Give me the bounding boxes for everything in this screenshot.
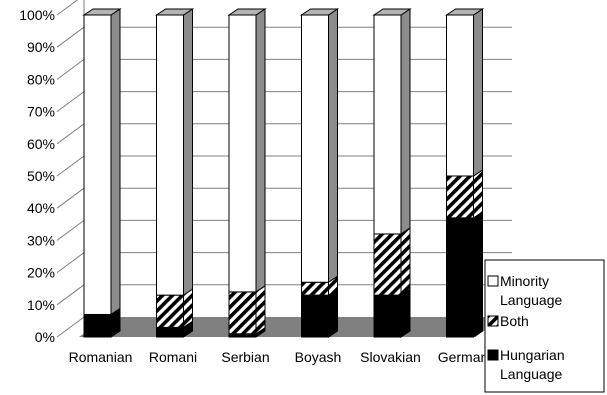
bar-segment-hungarian-language	[83, 313, 112, 338]
bar-side-both	[400, 227, 411, 297]
bar-segment-both	[446, 175, 474, 219]
bar-side-minority-language	[255, 8, 266, 293]
y-tick-label: 0%	[35, 329, 55, 345]
gridlines	[84, 26, 512, 286]
bar-romanian	[82, 8, 122, 338]
bar-side-hungarian-language	[473, 210, 483, 338]
legend-label: Language	[500, 366, 563, 382]
tick-mark	[56, 252, 85, 274]
bar-slovakian	[372, 8, 412, 338]
bar-segment-minority-language	[83, 14, 112, 315]
y-tick-label: 10%	[27, 297, 55, 313]
bar-segment-minority-language	[228, 14, 257, 293]
bar-segment-minority-language	[446, 14, 474, 177]
bar-segment-hungarian-language	[373, 294, 402, 338]
bar-side-minority-language	[400, 8, 411, 235]
bar-top	[372, 8, 412, 16]
bar-segment-minority-language	[301, 14, 329, 283]
bar-german	[444, 8, 485, 338]
legend-swatch	[487, 349, 499, 361]
bar-segment-hungarian-language	[301, 294, 329, 338]
bar-side-both	[255, 284, 266, 335]
bar-segment-both	[373, 233, 402, 296]
bar-side-hungarian-language	[400, 288, 411, 338]
chart-floor	[79, 317, 503, 337]
category-labels: Romanian Romani Serbian Boyash Slovakian Germ…	[69, 349, 489, 365]
tick-mark	[56, 187, 85, 209]
bars	[82, 8, 485, 338]
legend-label: Language	[500, 292, 563, 308]
category-label: Serbian	[221, 349, 269, 365]
legend-label: Minority	[500, 273, 549, 289]
bar-side-both	[183, 288, 193, 329]
tick-mark	[56, 219, 85, 241]
bar-segment-both	[156, 294, 184, 328]
bar-segment-minority-language	[373, 14, 402, 235]
y-tick-label: 60%	[27, 136, 55, 152]
tick-mark	[56, 123, 85, 145]
category-label: German	[438, 349, 489, 365]
legend-label: Both	[500, 313, 529, 329]
bar-top	[227, 8, 267, 16]
y-tick-label: 30%	[27, 232, 55, 248]
legend-swatch	[487, 275, 499, 287]
legend-box	[484, 259, 605, 393]
tick-mark	[56, 26, 85, 48]
bar-side-minority-language	[328, 8, 338, 284]
category-label: Romanian	[69, 349, 133, 365]
category-label: Slovakian	[360, 349, 421, 365]
tick-mark	[56, 58, 85, 80]
legend-label: Hungarian	[500, 347, 565, 363]
legend-swatch	[487, 315, 499, 327]
bar-side-hungarian-language	[328, 288, 338, 338]
bar-segment-hungarian-language	[156, 326, 184, 338]
bar-segment-both	[228, 291, 257, 335]
bar-romani	[154, 8, 195, 338]
bar-serbian	[227, 8, 267, 338]
y-tick-label: 50%	[27, 168, 55, 184]
floor-plane	[79, 317, 503, 337]
y-tick-label: 100%	[19, 7, 55, 23]
bar-segment-hungarian-language	[446, 217, 474, 338]
y-tick-label: 20%	[27, 265, 55, 281]
bar-top	[82, 8, 122, 16]
bar-top	[444, 8, 485, 16]
tick-mark	[56, 284, 85, 306]
bar-top	[299, 8, 340, 16]
bar-segment-minority-language	[156, 14, 184, 296]
bar-side-minority-language	[183, 8, 193, 297]
legend: Minority Language Both Hungarian Language	[484, 259, 605, 393]
bar-side-minority-language	[473, 8, 483, 177]
bar-top	[154, 8, 195, 16]
y-tick-label: 40%	[27, 200, 55, 216]
y-tick-label: 80%	[27, 71, 55, 87]
y-tick-label: 90%	[27, 39, 55, 55]
bar-side-both	[473, 169, 483, 219]
bar-segment-both	[301, 281, 329, 296]
category-label: Romani	[149, 349, 197, 365]
tick-mark	[56, 316, 85, 338]
y-axis: 0% 10% 20% 30% 40% 50% 60% 70% 80% 90% 100%	[19, 0, 85, 345]
tick-mark	[56, 0, 79, 16]
tick-mark	[56, 91, 85, 113]
tick-mark	[56, 155, 85, 177]
category-label: Boyash	[295, 349, 342, 365]
bar-boyash	[299, 8, 340, 338]
y-tick-label: 70%	[27, 104, 55, 120]
bar-side-minority-language	[110, 8, 121, 316]
